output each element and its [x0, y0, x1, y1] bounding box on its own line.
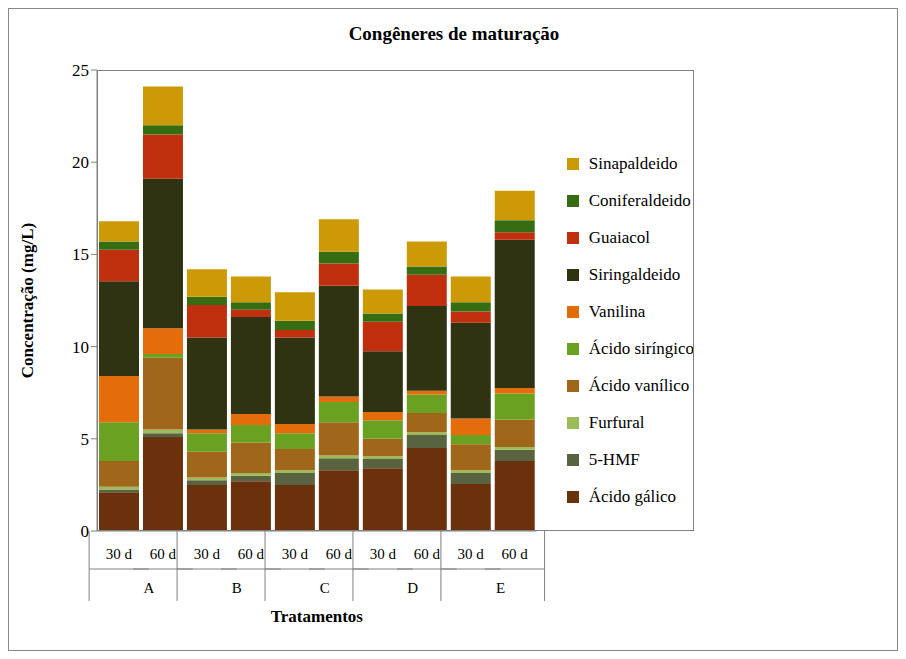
- html-text:Guaiacol: Guaiacol: [588, 228, 651, 247]
- html-text:Vanilina: Vanilina: [588, 302, 646, 321]
- html-text:Ácido siríngico: Ácido siríngico: [588, 339, 694, 358]
- svg-text:C: C: [320, 580, 330, 596]
- html-text:Siringaldeido: Siringaldeido: [588, 265, 681, 284]
- svg-text:30 d: 30 d: [370, 546, 397, 562]
- svg-text:10: 10: [72, 338, 89, 357]
- svg-text:30 d: 30 d: [194, 546, 221, 562]
- svg-text:60 d: 60 d: [502, 546, 529, 562]
- svg-text:25: 25: [72, 61, 89, 80]
- svg-text:15: 15: [72, 245, 89, 264]
- svg-text:D: D: [407, 580, 418, 596]
- html-text:Ácido gálico: Ácido gálico: [588, 487, 676, 506]
- svg-text:0: 0: [81, 522, 90, 541]
- svg-text:Concentração (mg/L): Concentração (mg/L): [18, 223, 37, 378]
- svg-text:20: 20: [72, 153, 89, 172]
- html-text:Congêneres de maturação: Congêneres de maturação: [348, 23, 560, 44]
- html-text:Coniferaldeido: Coniferaldeido: [588, 191, 691, 210]
- svg-text:30 d: 30 d: [458, 546, 485, 562]
- svg-text:A: A: [143, 580, 154, 596]
- svg-text:30 d: 30 d: [282, 546, 309, 562]
- html-text:Ácido vanílico: Ácido vanílico: [588, 376, 690, 395]
- svg-text:B: B: [232, 580, 242, 596]
- html-text:5-HMF: 5-HMF: [588, 450, 640, 469]
- svg-text:30 d: 30 d: [106, 546, 133, 562]
- svg-text:60 d: 60 d: [238, 546, 265, 562]
- svg-text:5: 5: [81, 430, 90, 449]
- html-text:Furfural: Furfural: [588, 413, 645, 432]
- svg-text:Tratamentos: Tratamentos: [271, 607, 364, 626]
- svg-text:60 d: 60 d: [150, 546, 177, 562]
- html-text:Sinapaldeido: Sinapaldeido: [588, 154, 678, 173]
- svg-text:60 d: 60 d: [326, 546, 353, 562]
- svg-text:E: E: [496, 580, 505, 596]
- svg-text:60 d: 60 d: [414, 546, 441, 562]
